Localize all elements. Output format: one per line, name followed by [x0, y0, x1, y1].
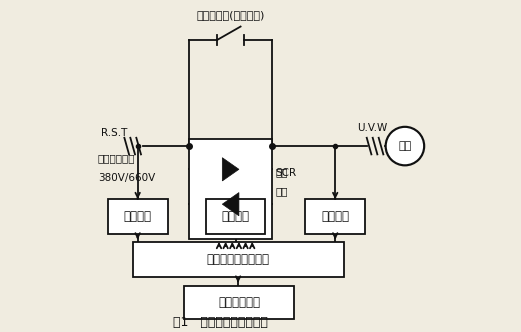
Text: 图1   软起动器的控制框图: 图1 软起动器的控制框图	[173, 316, 268, 329]
Text: U.V.W: U.V.W	[357, 123, 387, 133]
Text: 键盘、显示器: 键盘、显示器	[218, 295, 260, 309]
Text: SCR: SCR	[276, 168, 296, 178]
Bar	[206, 199, 266, 234]
Text: 三相交流电源: 三相交流电源	[98, 153, 135, 163]
Bar	[108, 199, 168, 234]
Bar	[133, 242, 343, 277]
Bar	[305, 199, 365, 234]
Text: 电流检测: 电流检测	[321, 210, 349, 223]
Text: 电压检测: 电压检测	[123, 210, 152, 223]
Circle shape	[386, 127, 424, 165]
Text: 旁路接触器(正常运行): 旁路接触器(正常运行)	[196, 10, 265, 20]
Polygon shape	[222, 158, 239, 181]
Text: 驱动电路: 驱动电路	[221, 210, 250, 223]
Text: 起动: 起动	[276, 168, 288, 178]
Text: R.S.T: R.S.T	[101, 128, 128, 138]
Bar	[189, 139, 272, 239]
Text: 380V/660V: 380V/660V	[98, 173, 155, 183]
Bar	[184, 286, 294, 319]
Text: 计算机模糊控制系统: 计算机模糊控制系统	[207, 253, 269, 266]
Text: 电机: 电机	[398, 141, 412, 151]
Text: 过程: 过程	[276, 186, 288, 196]
Polygon shape	[222, 193, 239, 216]
